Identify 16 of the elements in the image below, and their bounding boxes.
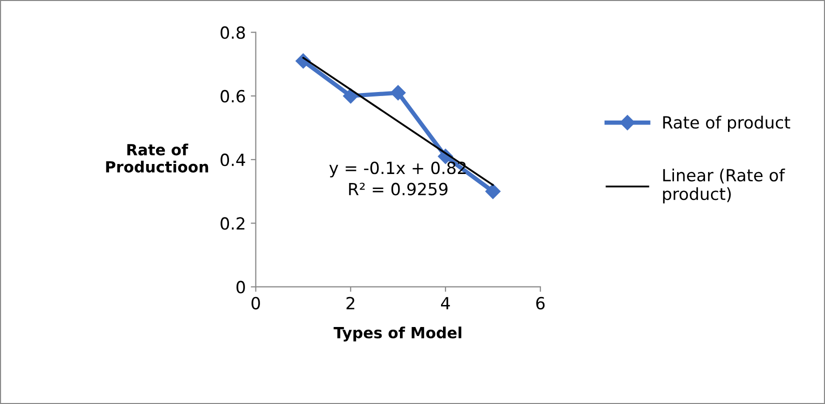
point — [343, 88, 358, 104]
x-tick-label: 4 — [441, 297, 450, 310]
y-axis-title: Rate of Productioon — [106, 144, 208, 173]
y-tick-label: 0 — [236, 280, 245, 294]
point — [390, 85, 406, 100]
y-tick-label: 0.2 — [220, 217, 244, 230]
y-tick-label: 0.6 — [220, 90, 245, 103]
point — [485, 184, 501, 199]
x-tick-label: 0 — [252, 296, 260, 310]
legend-label: Linear (Rate of product) — [663, 168, 786, 204]
y-tick-label: 0.4 — [220, 154, 246, 166]
x-axis-title: Types of Model — [334, 326, 462, 342]
y-tick-label: 0.8 — [220, 26, 245, 39]
x-tick-label: 6 — [536, 296, 545, 310]
legend-label: Rate of product — [663, 116, 790, 132]
x-tick-label: 2 — [346, 296, 354, 310]
